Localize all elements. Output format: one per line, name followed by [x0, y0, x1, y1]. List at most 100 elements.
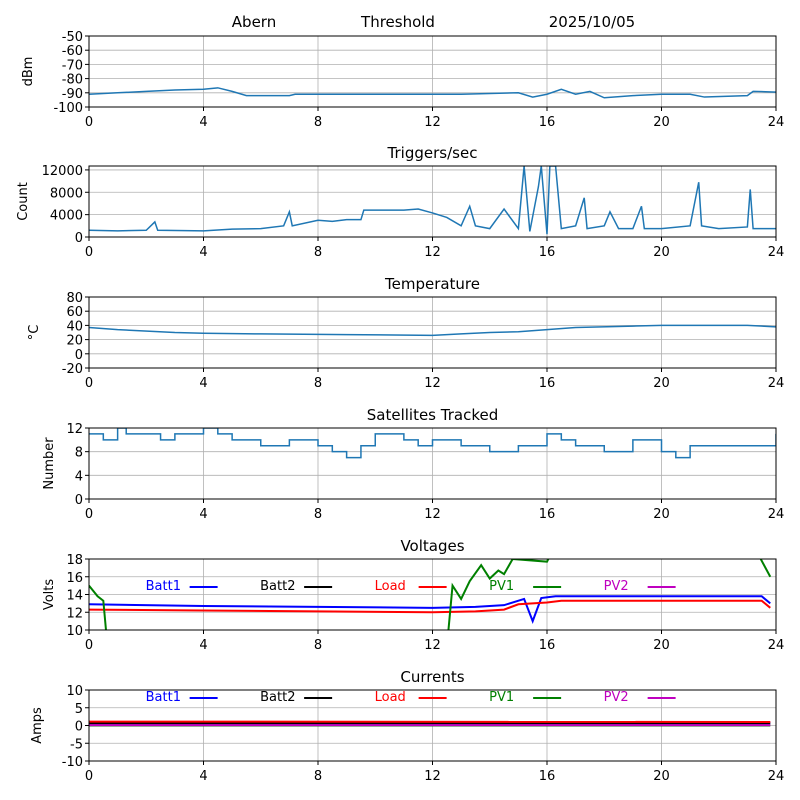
- y-tick-label: -5: [70, 737, 83, 752]
- x-tick-label: 0: [85, 769, 93, 784]
- y-axis-label: °C: [27, 325, 42, 341]
- x-tick-label: 0: [85, 376, 93, 391]
- y-tick-label: -70: [62, 58, 83, 73]
- subplot-5: 0 4 8 12 16 20 24 -10 -5 0 5 10 Currents Amps Batt1 Bat…: [30, 668, 784, 784]
- y-tick-label: 14: [66, 589, 83, 604]
- y-tick-label: 10: [66, 624, 83, 639]
- x-tick-label: 12: [424, 115, 441, 130]
- x-tick-label: 12: [424, 507, 441, 522]
- legend-label: Batt2: [260, 690, 295, 705]
- legend-label: Batt1: [146, 579, 181, 594]
- y-tick-label: -50: [62, 30, 83, 45]
- x-tick-label: 16: [539, 769, 556, 784]
- y-tick-label: 8000: [50, 186, 83, 201]
- x-tick-label: 12: [424, 376, 441, 391]
- series-line-0: [89, 324, 776, 337]
- x-tick-label: 20: [653, 245, 670, 260]
- y-tick-label: -100: [53, 101, 83, 116]
- y-tick-label: 4: [75, 469, 83, 484]
- x-tick-label: 16: [539, 507, 556, 522]
- x-tick-label: 0: [85, 638, 93, 653]
- x-tick-label: 0: [85, 507, 93, 522]
- x-tick-label: 24: [768, 638, 785, 653]
- y-tick-label: 0: [75, 493, 83, 508]
- subplot-title: Currents: [400, 668, 464, 686]
- x-tick-label: 8: [314, 245, 322, 260]
- y-axis-label: Number: [42, 437, 57, 490]
- legend-label: Batt1: [146, 690, 181, 705]
- axes-frame: [88, 558, 777, 631]
- y-tick-label: 8: [75, 446, 83, 461]
- x-tick-label: 4: [199, 245, 207, 260]
- y-tick-label: 40: [66, 319, 83, 334]
- series-line-batt1: [89, 595, 771, 624]
- y-axis-label: Volts: [42, 579, 57, 611]
- x-tick-label: 20: [653, 507, 670, 522]
- subplot-0: 0 4 8 12 16 20 24 -100-90-80-70-60-50 dBm: [21, 30, 784, 130]
- y-axis-label: Count: [16, 182, 31, 221]
- x-tick-label: 8: [314, 115, 322, 130]
- y-tick-label: -60: [62, 44, 83, 59]
- header-metric: Threshold: [360, 13, 435, 31]
- y-tick-label: -80: [62, 73, 83, 88]
- legend-label: Batt2: [260, 579, 295, 594]
- x-tick-label: 12: [424, 769, 441, 784]
- y-tick-label: 4000: [50, 209, 83, 224]
- x-tick-label: 20: [653, 769, 670, 784]
- subplot-title: Satellites Tracked: [367, 406, 498, 424]
- subplot-1: 0 4 8 12 16 20 24 0 4000 8000 12000 Triggers/sec Cou…: [16, 144, 784, 260]
- x-tick-label: 16: [539, 245, 556, 260]
- header-station: Abern: [232, 13, 276, 31]
- x-tick-label: 16: [539, 376, 556, 391]
- x-tick-label: 24: [768, 507, 785, 522]
- y-tick-label: -90: [62, 87, 83, 102]
- y-tick-label: 10: [66, 684, 83, 699]
- x-tick-label: 16: [539, 638, 556, 653]
- series-line-pv1: [89, 559, 772, 630]
- subplot-title: Voltages: [400, 537, 464, 555]
- y-tick-label: 12: [66, 606, 83, 621]
- x-tick-label: 4: [199, 507, 207, 522]
- x-tick-label: 12: [424, 638, 441, 653]
- x-tick-label: 20: [653, 638, 670, 653]
- x-tick-label: 20: [653, 115, 670, 130]
- x-tick-label: 8: [314, 769, 322, 784]
- subplot-title: Triggers/sec: [387, 144, 478, 162]
- legend-label: PV1: [489, 579, 514, 594]
- y-axis-label: Amps: [30, 707, 45, 744]
- series-line-load: [89, 599, 771, 614]
- y-tick-label: 0: [75, 720, 83, 735]
- y-tick-label: 20: [66, 334, 83, 349]
- series-line-0: [89, 166, 776, 235]
- x-tick-label: 4: [199, 638, 207, 653]
- axes-frame: [88, 689, 777, 762]
- header-date: 2025/10/05: [549, 13, 635, 31]
- y-tick-label: 16: [66, 571, 83, 586]
- legend-label: PV2: [604, 690, 629, 705]
- x-tick-label: 4: [199, 115, 207, 130]
- x-tick-label: 16: [539, 115, 556, 130]
- legend-label: PV2: [604, 579, 629, 594]
- y-tick-label: 18: [66, 553, 83, 568]
- x-tick-label: 24: [768, 376, 785, 391]
- y-tick-label: 80: [66, 291, 83, 306]
- y-tick-label: 5: [75, 702, 83, 717]
- y-tick-label: 12: [66, 422, 83, 437]
- x-tick-label: 24: [768, 245, 785, 260]
- series-line-0: [89, 87, 776, 99]
- y-axis-label: dBm: [21, 57, 36, 87]
- y-tick-label: -20: [62, 362, 83, 377]
- y-tick-label: 0: [75, 348, 83, 363]
- y-tick-label: 0: [75, 231, 83, 246]
- x-tick-label: 12: [424, 245, 441, 260]
- y-tick-label: -10: [62, 755, 83, 770]
- x-tick-label: 4: [199, 376, 207, 391]
- x-tick-label: 0: [85, 115, 93, 130]
- axes-frame: [88, 296, 777, 369]
- axes-frame: [88, 427, 777, 500]
- legend-label: Load: [375, 579, 406, 594]
- subplot-4: 0 4 8 12 16 20 24 10 12 14 16 18 Voltages Volts Batt1 B…: [42, 537, 784, 653]
- x-tick-label: 8: [314, 507, 322, 522]
